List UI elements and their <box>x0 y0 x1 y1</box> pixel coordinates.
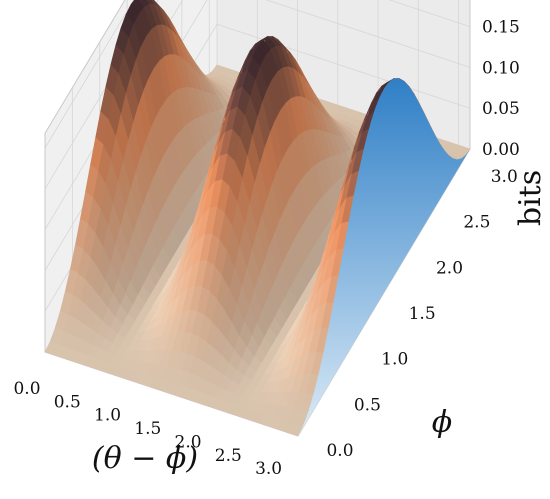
y-tick-label: 1.5 <box>409 304 436 324</box>
y-tick-label: 3.0 <box>491 167 518 187</box>
y-tick-label: 2.0 <box>436 258 463 278</box>
x-tick-label: 1.5 <box>134 419 161 439</box>
x-tick-label: 3.0 <box>255 459 282 479</box>
y-tick-label: 0.0 <box>326 441 353 461</box>
z-axis-label: bits <box>513 170 548 226</box>
z-tick-label: 0.15 <box>482 18 520 38</box>
z-tick-label: 0.05 <box>482 99 520 119</box>
z-tick-label: 0.00 <box>482 140 520 160</box>
x-tick-label: 2.0 <box>175 432 202 452</box>
x-tick-label: 2.5 <box>215 446 242 466</box>
surface <box>44 0 471 437</box>
x-axis-label: (θ − ϕ) <box>92 441 198 476</box>
x-tick-label: 0.5 <box>54 392 81 412</box>
x-tick-label: 1.0 <box>94 406 121 426</box>
y-tick-label: 0.5 <box>354 395 381 415</box>
y-axis-label: ϕ <box>432 405 452 440</box>
x-tick-label: 0.0 <box>13 379 40 399</box>
surface-side-face <box>298 78 470 436</box>
y-tick-label: 2.5 <box>463 213 490 233</box>
y-tick-label: 1.0 <box>381 350 408 370</box>
z-tick-label: 0.10 <box>482 58 520 78</box>
surface-patch <box>44 341 58 355</box>
tick-labels: 0.0 0.5 1.0 1.5 2.0 2.5 3.0 0.0 0.5 1.0 1.5 2.0 2.5 3… <box>13 18 520 480</box>
